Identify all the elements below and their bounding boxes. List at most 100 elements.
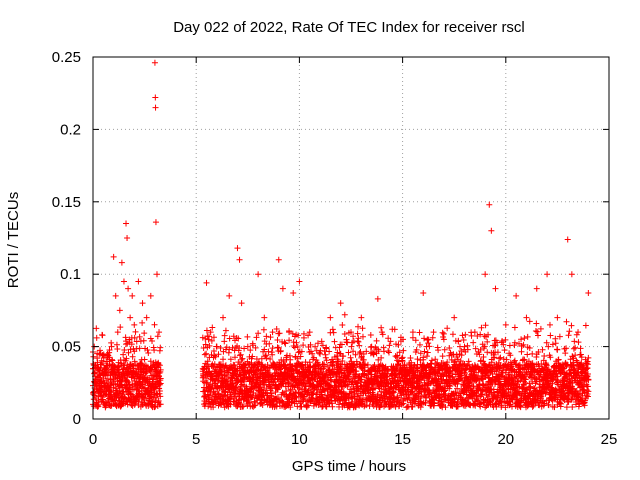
data-point xyxy=(239,355,246,362)
data-point xyxy=(392,403,399,410)
data-point xyxy=(390,388,397,395)
data-point xyxy=(440,330,447,337)
data-point xyxy=(282,340,289,347)
data-point xyxy=(237,351,244,358)
grid-lines xyxy=(93,57,609,419)
data-point xyxy=(462,331,469,338)
data-point xyxy=(291,344,298,351)
data-point xyxy=(157,401,164,408)
data-point xyxy=(575,339,582,346)
data-point xyxy=(360,356,367,363)
data-point xyxy=(131,334,138,341)
data-point xyxy=(209,324,216,331)
data-point xyxy=(293,394,300,401)
data-point xyxy=(276,330,283,337)
data-point xyxy=(568,271,575,278)
data-point xyxy=(297,353,304,360)
data-point xyxy=(409,329,416,336)
data-point xyxy=(357,348,364,355)
data-point xyxy=(135,278,142,285)
data-point xyxy=(564,236,571,243)
data-point xyxy=(356,350,363,357)
data-point xyxy=(338,341,345,348)
data-point xyxy=(378,324,385,331)
data-point xyxy=(353,368,360,375)
data-point xyxy=(215,376,222,383)
data-point xyxy=(572,344,579,351)
data-point xyxy=(296,278,303,285)
data-point xyxy=(140,337,147,344)
data-point xyxy=(444,325,451,332)
data-point xyxy=(203,327,210,334)
data-point xyxy=(359,325,366,332)
data-point xyxy=(318,391,325,398)
data-point xyxy=(275,256,282,263)
data-point xyxy=(396,349,403,356)
y-tick-label: 0.15 xyxy=(52,194,81,211)
data-point xyxy=(266,340,273,347)
data-point xyxy=(246,398,253,405)
data-point xyxy=(258,355,265,362)
data-point xyxy=(211,352,218,359)
data-point xyxy=(575,329,582,336)
data-point xyxy=(156,370,163,377)
data-point xyxy=(317,399,324,406)
data-point xyxy=(337,389,344,396)
data-point xyxy=(486,201,493,208)
data-point xyxy=(459,332,466,339)
data-point xyxy=(227,401,234,408)
data-point xyxy=(269,329,276,336)
data-point xyxy=(221,332,228,339)
data-point xyxy=(305,402,312,409)
data-point xyxy=(552,340,559,347)
data-point xyxy=(319,342,326,349)
data-point xyxy=(379,331,386,338)
data-point xyxy=(585,290,592,297)
data-point xyxy=(127,314,134,321)
data-point xyxy=(110,253,117,260)
data-point xyxy=(386,342,393,349)
data-point xyxy=(215,351,222,358)
data-point xyxy=(387,338,394,345)
data-point xyxy=(129,292,136,299)
data-point xyxy=(153,271,160,278)
data-point xyxy=(205,333,212,340)
data-point xyxy=(524,333,531,340)
data-point xyxy=(263,355,270,362)
data-point xyxy=(156,362,163,369)
data-point xyxy=(130,365,137,372)
data-point xyxy=(206,392,213,399)
data-point xyxy=(261,314,268,321)
x-tick-label: 15 xyxy=(394,431,411,448)
data-point xyxy=(300,342,307,349)
data-point xyxy=(247,347,254,354)
data-point xyxy=(97,347,104,354)
data-point xyxy=(123,355,130,362)
data-point xyxy=(268,390,275,397)
data-point xyxy=(241,345,248,352)
data-point xyxy=(141,356,148,363)
data-point xyxy=(155,397,162,404)
data-point xyxy=(400,336,407,343)
data-point xyxy=(385,349,392,356)
data-point xyxy=(147,393,154,400)
data-point xyxy=(314,340,321,347)
data-point xyxy=(236,256,243,263)
x-axis-label: GPS time / hours xyxy=(292,458,406,475)
data-point xyxy=(426,343,433,350)
data-point xyxy=(371,362,378,369)
data-points xyxy=(90,59,592,411)
data-point xyxy=(331,338,338,345)
data-point xyxy=(263,333,270,340)
data-point xyxy=(222,362,229,369)
data-point xyxy=(358,314,365,321)
data-point xyxy=(364,361,371,368)
data-point xyxy=(513,292,520,299)
data-point xyxy=(399,354,406,361)
data-point xyxy=(518,348,525,355)
data-point xyxy=(569,403,576,410)
data-point xyxy=(208,337,215,344)
data-point xyxy=(568,322,575,329)
data-point xyxy=(139,300,146,307)
data-point xyxy=(358,364,365,371)
